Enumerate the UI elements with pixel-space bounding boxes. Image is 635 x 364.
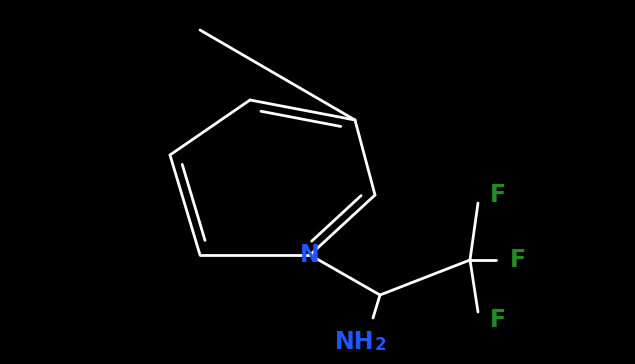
Text: 2: 2 [375,336,387,354]
Text: F: F [490,308,506,332]
Text: NH: NH [335,330,375,354]
Text: N: N [300,243,320,267]
Text: F: F [490,183,506,207]
Text: F: F [510,248,526,272]
